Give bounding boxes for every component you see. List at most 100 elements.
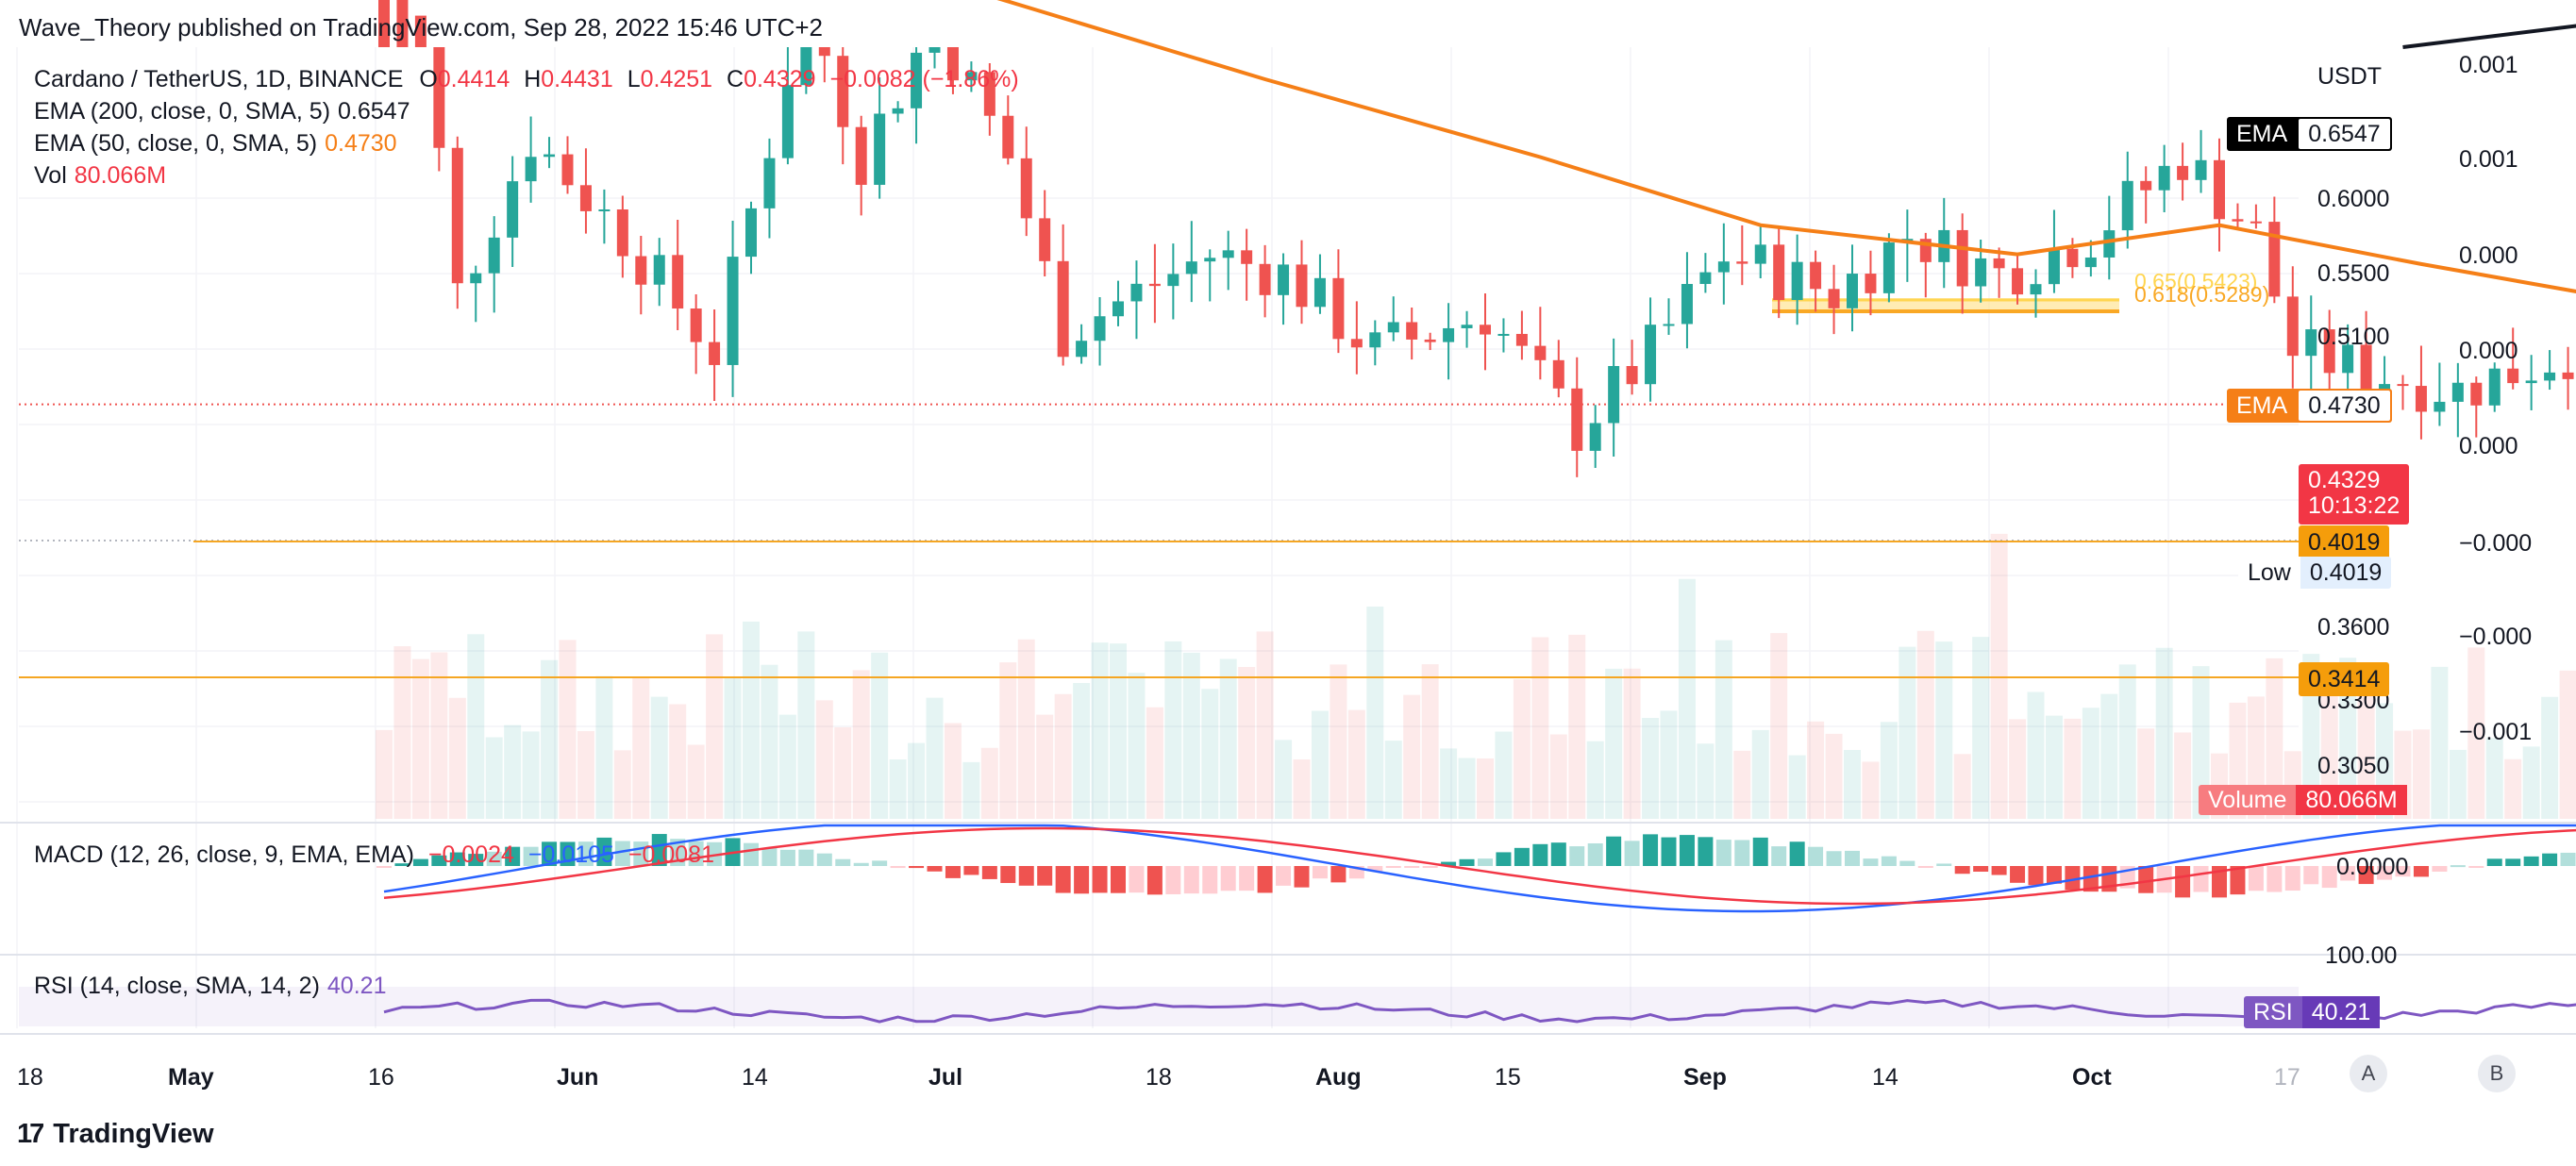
candle-body [1993, 258, 2005, 269]
macd-histogram-bar [1514, 847, 1530, 866]
candle-body [1406, 322, 1418, 340]
macd-histogram-bar [1055, 866, 1071, 893]
macd-histogram-bar [798, 849, 814, 866]
candle-body [1480, 325, 1491, 335]
price-axis-label: 0.5500 [2317, 260, 2389, 287]
macd-histogram-bar [651, 834, 667, 866]
ohlc-change: −0.0082 (−1.86%) [829, 66, 1019, 92]
candle-body [1039, 218, 1051, 261]
candle-body [1681, 284, 1693, 325]
candle-body [396, 0, 409, 47]
candle-body [2342, 344, 2354, 374]
candle-body [2397, 384, 2409, 387]
candle-body [635, 256, 647, 285]
candle-body [451, 147, 463, 284]
rsi-price-tag: RSI 40.21 [2244, 996, 2381, 1028]
candle-body [414, 15, 427, 47]
symbol-legend[interactable]: Cardano / TetherUS, 1D, BINANCE O0.4414 … [34, 66, 1019, 93]
candle-body [2507, 368, 2519, 384]
macd-histogram-bar [1734, 840, 1750, 866]
ema50-tag-label: EMA [2236, 392, 2288, 419]
ema200-legend[interactable]: EMA (200, close, 0, SMA, 5) 0.6547 [34, 98, 410, 125]
candle-body [1424, 339, 1436, 342]
macd-histogram-bar [2010, 866, 2026, 883]
macd-histogram-bar [945, 866, 961, 878]
macd-histogram-bar [1569, 846, 1585, 866]
macd-histogram-bar [1129, 866, 1145, 893]
signal-line [383, 826, 2576, 906]
candle-body [1296, 264, 1308, 308]
time-zone-button[interactable]: B [2478, 1055, 2516, 1092]
volume-legend-value: 80.066M [74, 162, 167, 189]
candle-body [1717, 261, 1730, 273]
volume-legend[interactable]: Vol 80.066M [34, 162, 166, 190]
macd-histogram-bar [1954, 866, 1970, 874]
ohlc-open: 0.4414 [437, 66, 510, 92]
candle-body [2214, 159, 2225, 220]
macd-histogram-bar [909, 866, 925, 869]
macd-histogram-bar [1312, 866, 1328, 879]
candle-body [727, 257, 739, 365]
tradingview-wordmark: TradingView [53, 1119, 214, 1149]
macd-histogram-bar [1257, 866, 1273, 893]
candle-body [1350, 339, 1363, 348]
macd-histogram-bar [1146, 866, 1163, 895]
rsi-band [19, 987, 2299, 1026]
candle-body [2066, 248, 2079, 268]
macd-legend[interactable]: MACD (12, 26, close, 9, EMA, EMA) −0.002… [34, 841, 714, 869]
macd-histogram-bar [2450, 865, 2466, 868]
candle-body [1130, 283, 1143, 302]
candle-body [1313, 277, 1326, 308]
candle-body [837, 56, 849, 127]
fib-levels: 0.65(0.5423)0.618(0.5289) [1772, 269, 2269, 313]
candle-body [1791, 261, 1803, 301]
macd-histogram-bar [1789, 841, 1805, 866]
auto-scale-button[interactable]: A [2350, 1055, 2387, 1092]
time-axis-label: 17 [2274, 1064, 2300, 1091]
macd-histogram-bar [2523, 856, 2539, 866]
macd-histogram-bar [1973, 866, 1989, 873]
rsi-legend[interactable]: RSI (14, close, SMA, 14, 2) 40.21 [34, 973, 386, 1000]
candle-body [1534, 345, 1547, 360]
macd-histogram-bar [2175, 866, 2191, 898]
candle-body [1167, 274, 1179, 287]
macd-histogram-bar [1808, 846, 1824, 866]
macd-histogram-bar [2083, 866, 2099, 892]
candle-body [1112, 301, 1124, 317]
candle-body [2544, 372, 2556, 381]
macd-histogram-bar [1752, 837, 1768, 866]
time-axis-label: Jul [928, 1064, 962, 1091]
macd-histogram-bar [1587, 842, 1603, 866]
macd-histogram-bar [2413, 866, 2429, 877]
macd-histogram-bar [431, 855, 447, 866]
candle-body [690, 308, 702, 342]
volume-tag-value: 80.066M [2296, 785, 2407, 815]
ema200-price-tag: EMA 0.6547 [2227, 117, 2392, 151]
macd-histogram-bar [1845, 850, 1860, 866]
macd-histogram-bar [2248, 866, 2264, 891]
macd-histogram-bar [1220, 866, 1236, 891]
tradingview-logo[interactable]: 17 TradingView [17, 1119, 214, 1150]
candle-body [488, 237, 500, 274]
low-line-tag: 0.4019 [2299, 525, 2390, 559]
time-axis-label: Oct [2072, 1064, 2112, 1091]
macd-histogram-bar [1294, 866, 1310, 888]
macd-histogram-bar [1422, 866, 1438, 868]
macd-histogram-bar [2358, 866, 2374, 885]
candle-body [2488, 368, 2501, 406]
ohlc-high: 0.4431 [541, 66, 613, 92]
macd-histogram-bar [1936, 863, 1952, 866]
time-axis-label: 16 [368, 1064, 394, 1091]
ema50-legend[interactable]: EMA (50, close, 0, SMA, 5) 0.4730 [34, 130, 397, 158]
macd-histogram-bar [1202, 866, 1218, 894]
price-axis-label: 0.3600 [2317, 614, 2389, 641]
candle-body [1222, 250, 1234, 258]
macd-histogram-bar [1991, 866, 2007, 875]
price-axis-label: 0.3050 [2317, 753, 2389, 779]
ema50-tag-value: 0.4730 [2299, 391, 2390, 421]
candle-body [378, 0, 390, 47]
fib-zone [1772, 298, 2119, 312]
ema50-price-tag: EMA 0.4730 [2227, 389, 2392, 423]
candle-body [653, 255, 665, 285]
